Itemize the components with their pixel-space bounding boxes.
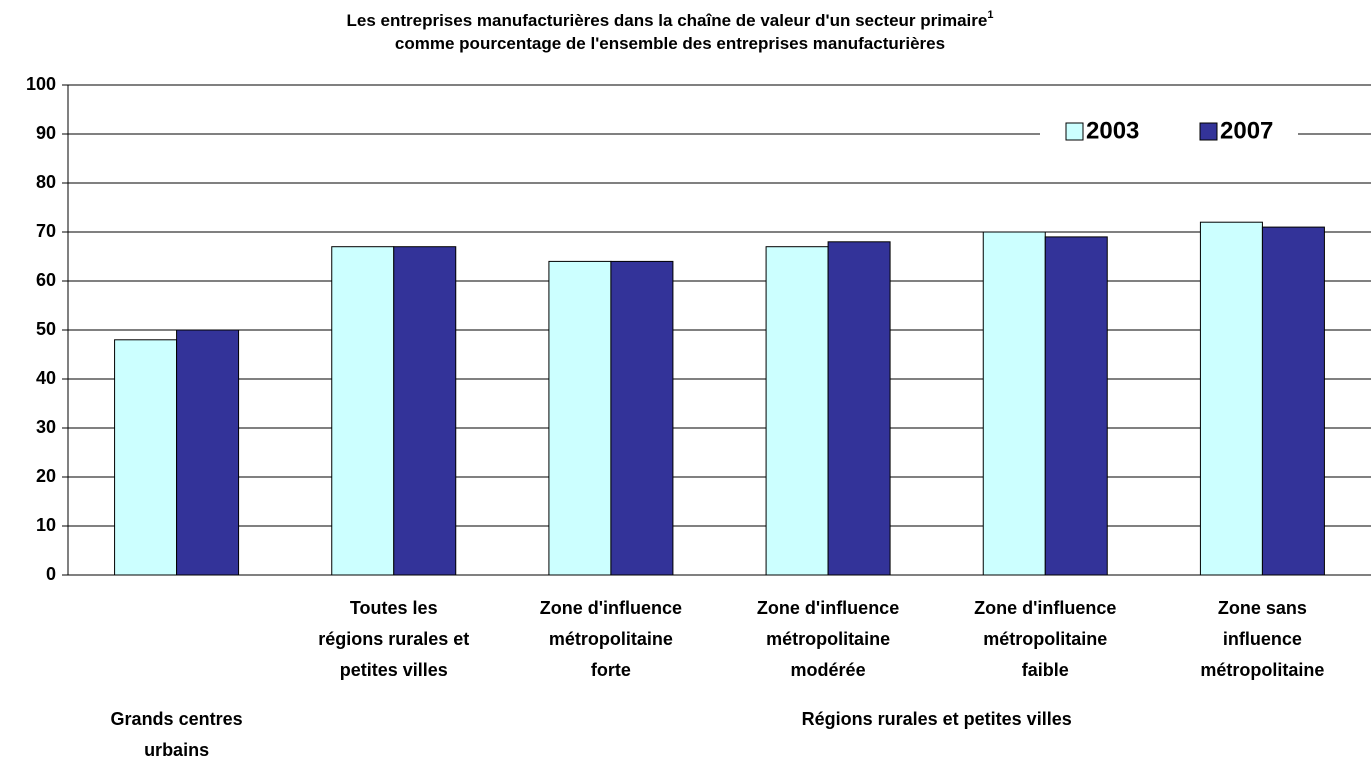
x-tick-label: Zone d'influence (974, 598, 1116, 618)
y-tick-label: 70 (36, 221, 56, 241)
group-label: Régions rurales et petites villes (802, 709, 1072, 729)
y-tick-label: 90 (36, 123, 56, 143)
bar (827, 241, 891, 576)
footnote-marker: 1 (987, 9, 993, 21)
x-tick-label: faible (1022, 660, 1069, 680)
bar (1261, 226, 1325, 576)
x-tick-label: Toutes les (350, 598, 438, 618)
x-tick-label: métropolitaine (983, 629, 1107, 649)
bar (331, 246, 395, 576)
x-tick-label: Zone d'influence (540, 598, 682, 618)
bar (114, 339, 178, 576)
x-tick-label: Zone d'influence (757, 598, 899, 618)
x-tick-label: régions rurales et (318, 629, 469, 649)
bar (610, 260, 674, 576)
y-tick-label: 100 (26, 74, 56, 94)
x-tick-label: modérée (791, 660, 866, 680)
title-line: comme pourcentage de l'ensemble des entr… (395, 34, 945, 53)
bar (393, 246, 457, 576)
bar (765, 246, 829, 576)
x-tick-label: influence (1223, 629, 1302, 649)
x-tick-label: petites villes (340, 660, 448, 680)
y-tick-label: 50 (36, 319, 56, 339)
y-tick-label: 10 (36, 515, 56, 535)
x-tick-label: forte (591, 660, 631, 680)
bar (982, 231, 1046, 576)
y-tick-label: 0 (46, 564, 56, 584)
chart-title: comme pourcentage de l'ensemble des entr… (395, 34, 945, 53)
x-tick-label: métropolitaine (1200, 660, 1324, 680)
y-tick-label: 30 (36, 417, 56, 437)
y-tick-label: 60 (36, 270, 56, 290)
y-tick-label: 40 (36, 368, 56, 388)
legend-swatch (1199, 122, 1218, 141)
legend-label: 2003 (1086, 117, 1139, 144)
bar (1044, 236, 1108, 576)
x-tick-label: Zone sans (1218, 598, 1307, 618)
legend-swatch (1065, 122, 1084, 141)
bar (548, 260, 612, 576)
legend-label: 2007 (1220, 117, 1273, 144)
bar (1199, 221, 1263, 576)
x-tick-label: métropolitaine (549, 629, 673, 649)
x-tick-label: Grands centres (111, 709, 243, 729)
bar (176, 329, 240, 576)
x-tick-label: urbains (144, 740, 209, 760)
chart-title: Les entreprises manufacturières dans la … (347, 9, 994, 31)
title-line: Les entreprises manufacturières dans la … (347, 11, 988, 30)
y-tick-label: 20 (36, 466, 56, 486)
y-tick-label: 80 (36, 172, 56, 192)
x-tick-label: métropolitaine (766, 629, 890, 649)
